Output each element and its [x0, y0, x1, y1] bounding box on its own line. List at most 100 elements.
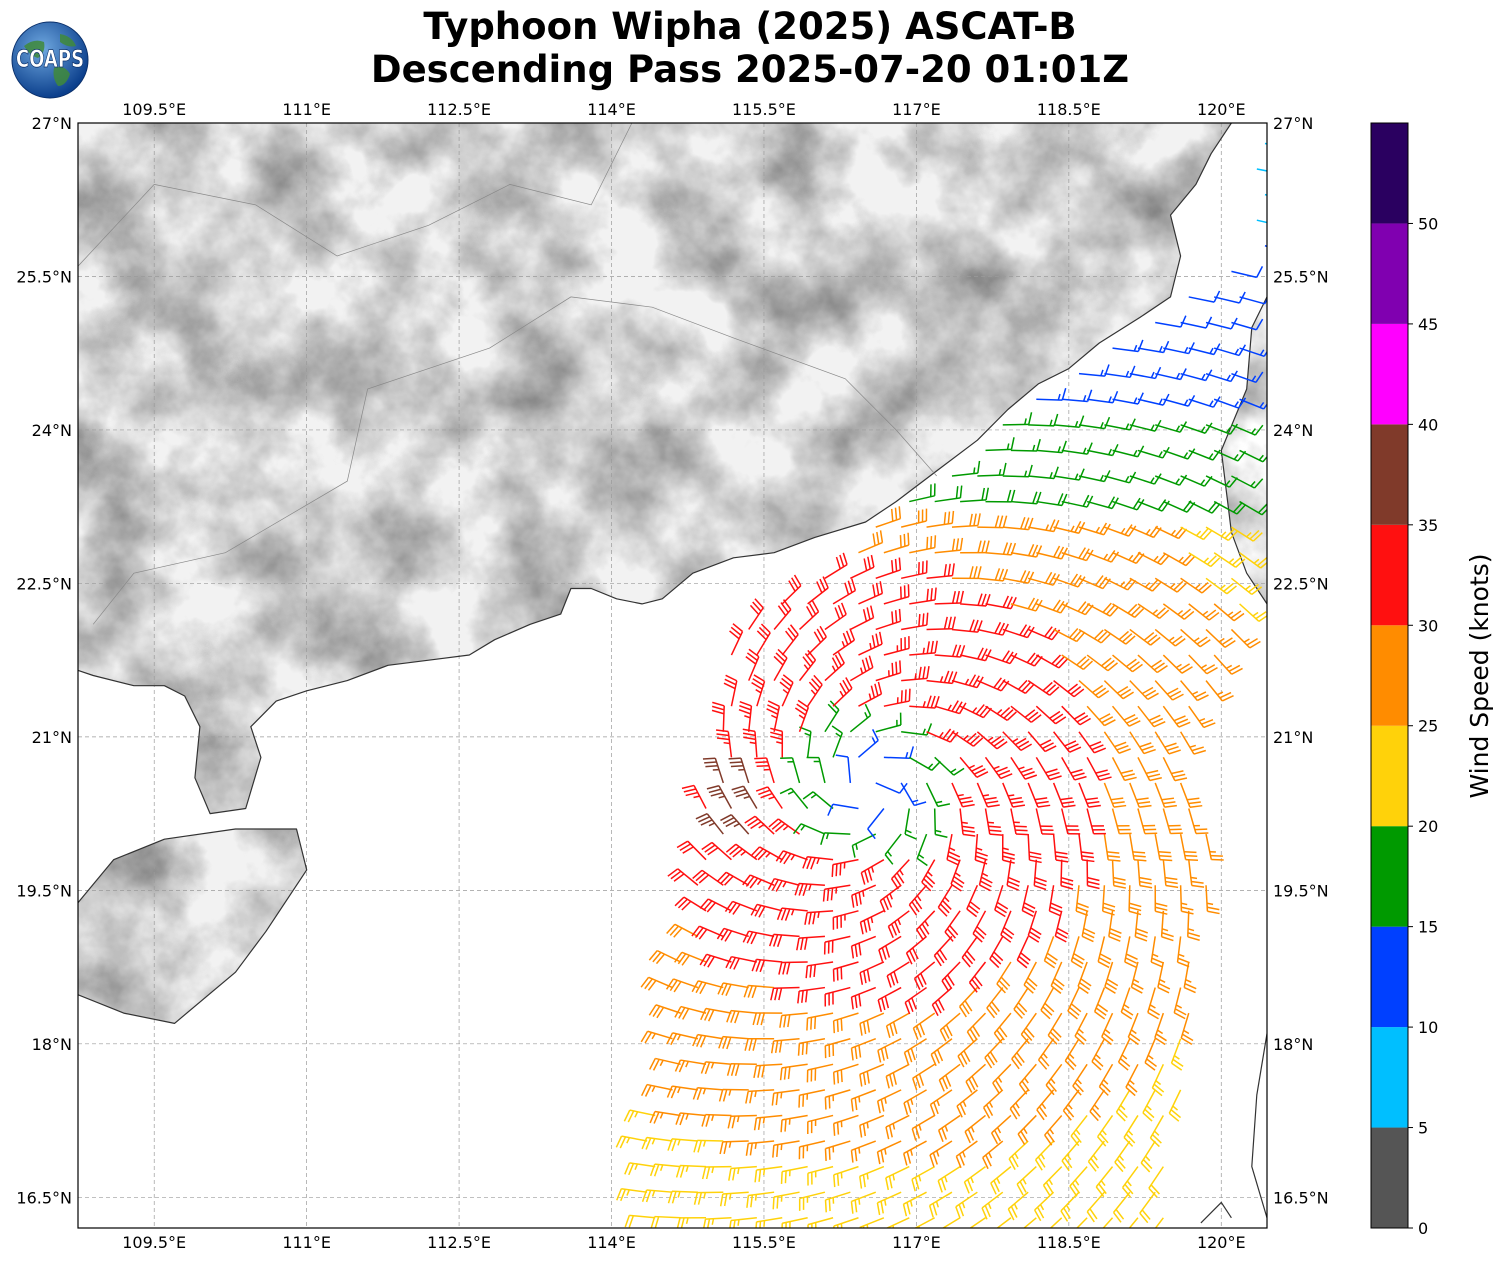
colorbar-bin	[1371, 826, 1408, 927]
wind-barb	[832, 1063, 859, 1085]
lat-tick-label-right: 16.5°N	[1273, 1188, 1329, 1207]
wind-barb	[1114, 1140, 1131, 1173]
wind-barb	[951, 731, 984, 747]
wind-barb	[875, 660, 902, 682]
wind-barb	[715, 729, 733, 758]
wind-barb	[1086, 1191, 1105, 1223]
wind-barb	[1205, 577, 1237, 595]
wind-barb	[752, 1012, 783, 1026]
wind-barb	[1239, 347, 1267, 358]
wind-barb	[718, 1088, 749, 1102]
lon-tick-label-bottom: 117°E	[892, 1233, 941, 1252]
wind-barb	[754, 1165, 783, 1183]
wind-barb	[912, 1012, 936, 1040]
wind-barb	[977, 621, 1009, 636]
lon-tick-label-bottom: 115.5°E	[732, 1233, 796, 1252]
wind-barb	[992, 1063, 1012, 1094]
wind-barb	[751, 674, 766, 707]
wind-barb	[718, 1035, 749, 1050]
wind-barb	[1103, 628, 1136, 645]
lat-tick-label-left: 27°N	[32, 114, 72, 133]
wind-barb	[1144, 1038, 1157, 1071]
wind-barb	[702, 757, 725, 784]
wind-barb	[781, 624, 799, 656]
wind-barb	[977, 515, 1008, 529]
wind-barb	[1188, 859, 1205, 888]
wind-barb	[1162, 808, 1183, 835]
wind-barb	[1162, 757, 1188, 782]
wind-barb	[960, 487, 990, 503]
wind-barb	[1147, 987, 1161, 1020]
wind-barb	[972, 910, 987, 943]
wind-barb	[941, 1217, 961, 1228]
wind-barb	[1137, 340, 1170, 354]
wind-barb	[1129, 577, 1162, 592]
wind-barb	[1155, 315, 1187, 328]
wind-barb	[1002, 464, 1033, 478]
wind-barb	[1087, 390, 1119, 404]
wind-barb	[981, 1191, 1004, 1220]
wind-barb	[944, 910, 961, 942]
wind-barb	[966, 884, 981, 918]
wind-barb	[1180, 422, 1213, 434]
wind-barb	[850, 1140, 877, 1163]
wind-barb	[701, 1113, 732, 1127]
wind-barb	[928, 1191, 953, 1218]
wind-barb	[641, 1189, 673, 1203]
province-border	[92, 296, 937, 625]
wind-barb	[742, 930, 775, 945]
wind-barb	[978, 859, 993, 892]
wind-barb	[986, 987, 1004, 1019]
wind-barb	[1137, 552, 1170, 566]
wind-barb	[909, 535, 937, 554]
wind-barb	[1036, 1089, 1055, 1121]
wind-barb	[702, 1217, 732, 1228]
wind-barb	[1040, 987, 1055, 1020]
wind-barb	[984, 1038, 1004, 1069]
wind-barb	[1047, 1012, 1063, 1045]
colorbar-bin	[1371, 625, 1408, 726]
wind-barb	[1239, 552, 1267, 569]
wind-barb	[1035, 705, 1067, 725]
wind-barb	[779, 787, 809, 809]
wind-barb	[1091, 1038, 1106, 1071]
wind-barb	[934, 756, 965, 776]
wind-barb	[993, 1012, 1012, 1044]
wind-barb	[1239, 296, 1267, 305]
wind-barb	[1061, 442, 1093, 455]
wind-barb	[885, 1012, 910, 1038]
wind-barb	[755, 1217, 783, 1228]
wind-barb	[908, 756, 941, 771]
wind-barb	[755, 786, 783, 809]
wind-barb	[858, 681, 883, 707]
wind-barb	[1103, 680, 1134, 700]
wind-barb	[649, 1057, 681, 1071]
wind-barb	[1134, 910, 1148, 942]
wind-barb	[929, 1140, 953, 1167]
wind-barb	[1176, 936, 1190, 968]
wind-barb	[901, 666, 930, 682]
wind-barb	[1205, 833, 1224, 861]
wind-barb	[877, 1038, 902, 1063]
lat-tick-label-right: 24°N	[1273, 421, 1313, 440]
wind-barb	[1078, 731, 1107, 754]
wind-barb	[1163, 342, 1195, 355]
wind-barb	[806, 756, 826, 784]
colorbar-tick-label: 10	[1418, 1018, 1438, 1037]
wind-barb	[859, 1165, 885, 1189]
wind-barb	[748, 598, 764, 630]
wind-barb	[807, 625, 827, 656]
wind-barb	[1086, 756, 1112, 781]
wind-barb	[802, 856, 834, 870]
wind-barb	[913, 961, 936, 990]
wind-barb	[824, 1191, 851, 1213]
lon-tick-label-top: 118.5°E	[1037, 100, 1101, 119]
wind-barb	[1077, 961, 1092, 994]
wind-barb	[885, 1165, 910, 1191]
wind-barb	[1213, 552, 1246, 568]
wind-barb	[751, 958, 783, 973]
wind-barb	[1111, 757, 1137, 782]
wind-barb	[859, 1114, 885, 1138]
wind-barb	[746, 1191, 775, 1208]
wind-barb	[909, 587, 937, 605]
